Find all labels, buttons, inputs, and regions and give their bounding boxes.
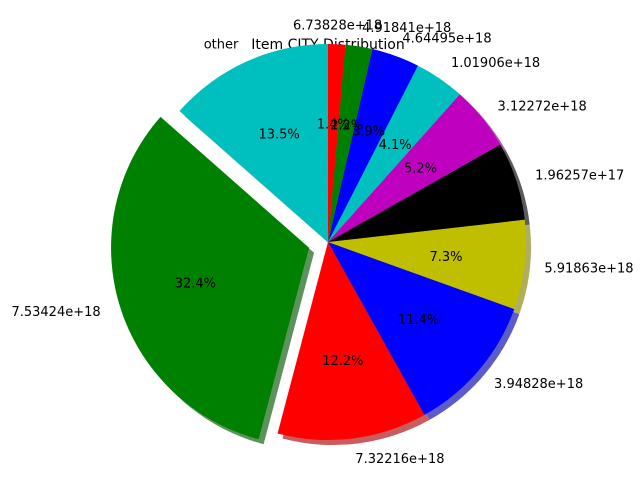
slice-percent-label: 2.2%	[330, 119, 363, 134]
slice-label: 6.73828e+18	[293, 18, 382, 33]
slice-percent-label: 1.4%	[317, 117, 350, 132]
pie-slice	[328, 44, 346, 242]
pie-slice	[111, 116, 310, 440]
slice-percent-labels: 13.5% 32.4% 12.2% 11.4% 7.3% 5.2% 4.1%3.9%2.2%…	[175, 117, 463, 369]
pie-slice	[277, 242, 425, 441]
slice-label: 1.96257e+17	[535, 169, 624, 184]
slice-percent-label: 11.4%	[398, 313, 439, 328]
slice-label: 5.91863e+18	[544, 261, 633, 276]
slice-label: 3.94828e+18	[494, 377, 583, 392]
slices	[111, 44, 526, 441]
pie-slice	[328, 44, 373, 242]
slice-label: 1.01906e+18	[451, 56, 540, 71]
pie-slice	[328, 219, 526, 310]
slice-percent-label: 13.5%	[258, 128, 299, 143]
pie-slice	[328, 49, 418, 243]
pie-slice	[328, 242, 515, 415]
slice-percent-label: 3.9%	[352, 124, 385, 139]
pie-slice	[328, 65, 460, 242]
slice-label: 7.32216e+18	[355, 452, 444, 467]
slice-percent-label: 12.2%	[322, 354, 363, 369]
pie-slice	[328, 94, 501, 242]
slice-percent-label: 32.4%	[175, 276, 216, 291]
slice-percent-label: 4.1%	[379, 138, 412, 153]
slice-percent-label: 5.2%	[404, 161, 437, 176]
pie-slice	[328, 144, 525, 242]
slice-label: other	[204, 37, 239, 52]
slice-label: 3.12272e+18	[498, 99, 587, 114]
slice-percent-label: 7.3%	[429, 250, 462, 265]
slice-label: 4.91841e+18	[362, 21, 451, 36]
slice-label: 4.64495e+18	[402, 31, 491, 46]
pie-slice	[179, 44, 328, 242]
slice-labels: other 7.53424e+18 7.32216e+18 3.94828e+18 5.…	[11, 18, 633, 467]
slice-label: 7.53424e+18	[11, 305, 100, 320]
